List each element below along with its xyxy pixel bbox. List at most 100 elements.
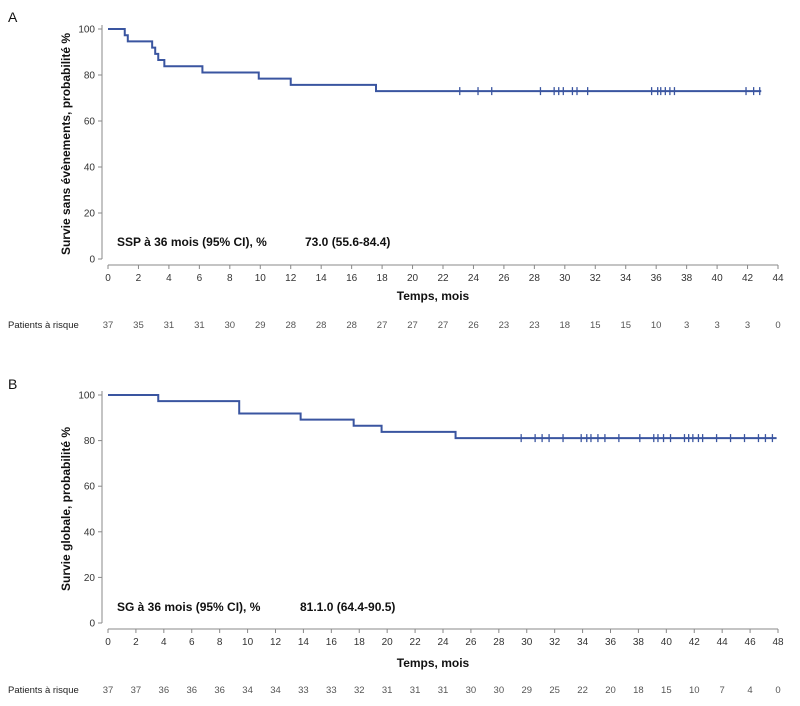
risk-table-value: 7 xyxy=(720,685,725,696)
risk-table-value: 15 xyxy=(590,320,601,331)
x-tick-label: 40 xyxy=(712,273,724,284)
risk-table-value: 27 xyxy=(407,320,418,331)
x-tick-label: 20 xyxy=(407,273,419,284)
x-tick-label: 10 xyxy=(255,273,267,284)
risk-table-value: 36 xyxy=(159,685,170,696)
risk-table-value: 30 xyxy=(225,320,236,331)
x-tick-label: 30 xyxy=(521,637,533,648)
risk-table-value: 0 xyxy=(775,320,780,331)
risk-table-value: 30 xyxy=(494,685,505,696)
x-tick-label: 38 xyxy=(681,273,693,284)
x-tick-label: 24 xyxy=(468,273,480,284)
panel-letter: B xyxy=(8,376,17,392)
x-tick-label: 18 xyxy=(377,273,389,284)
x-tick-label: 16 xyxy=(326,637,338,648)
risk-table-value: 27 xyxy=(377,320,388,331)
x-tick-label: 0 xyxy=(105,273,111,284)
risk-table-value: 3 xyxy=(714,320,719,331)
risk-table-value: 3 xyxy=(684,320,689,331)
y-axis-title: Survie sans évènements, probabilité % xyxy=(59,33,73,255)
risk-table-value: 0 xyxy=(775,685,780,696)
risk-table-label: Patients à risque xyxy=(8,685,79,696)
risk-table-value: 33 xyxy=(298,685,309,696)
risk-table-label: Patients à risque xyxy=(8,320,79,331)
risk-table-value: 3 xyxy=(745,320,750,331)
x-tick-label: 4 xyxy=(161,637,167,648)
risk-table-value: 26 xyxy=(468,320,479,331)
risk-table-value: 37 xyxy=(103,685,114,696)
risk-table-value: 23 xyxy=(529,320,540,331)
x-tick-label: 46 xyxy=(745,637,757,648)
risk-table-value: 31 xyxy=(382,685,393,696)
x-tick-label: 42 xyxy=(742,273,754,284)
risk-table-value: 28 xyxy=(285,320,296,331)
x-tick-label: 28 xyxy=(529,273,541,284)
x-tick-label: 12 xyxy=(270,637,282,648)
x-tick-label: 14 xyxy=(316,273,328,284)
y-tick-label: 20 xyxy=(84,573,96,584)
risk-table-value: 34 xyxy=(270,685,281,696)
x-tick-label: 12 xyxy=(285,273,297,284)
annotation-label: SSP à 36 mois (95% CI), % xyxy=(117,235,267,249)
y-tick-label: 100 xyxy=(78,25,95,36)
risk-table-value: 18 xyxy=(560,320,571,331)
x-tick-label: 10 xyxy=(242,637,254,648)
risk-table-value: 36 xyxy=(186,685,197,696)
x-tick-label: 2 xyxy=(133,637,139,648)
risk-table-value: 29 xyxy=(521,685,532,696)
y-tick-label: 80 xyxy=(84,71,96,82)
risk-table-value: 27 xyxy=(438,320,449,331)
x-tick-label: 30 xyxy=(559,273,571,284)
x-tick-label: 24 xyxy=(437,637,449,648)
x-axis-title: Temps, mois xyxy=(397,289,470,303)
annotation-value: 73.0 (55.6-84.4) xyxy=(305,235,390,249)
risk-table-value: 15 xyxy=(661,685,672,696)
x-tick-label: 0 xyxy=(105,637,111,648)
x-tick-label: 40 xyxy=(661,637,673,648)
x-axis-title: Temps, mois xyxy=(397,656,470,670)
x-tick-label: 2 xyxy=(136,273,142,284)
risk-table-value: 4 xyxy=(747,685,752,696)
x-tick-label: 4 xyxy=(166,273,172,284)
x-tick-label: 48 xyxy=(772,637,784,648)
risk-table-value: 23 xyxy=(499,320,510,331)
y-tick-label: 40 xyxy=(84,527,96,538)
x-tick-label: 28 xyxy=(493,637,505,648)
x-tick-label: 44 xyxy=(717,637,729,648)
risk-table-value: 31 xyxy=(410,685,421,696)
risk-table-value: 22 xyxy=(577,685,588,696)
x-tick-label: 34 xyxy=(577,637,589,648)
x-tick-label: 8 xyxy=(227,273,233,284)
km-curve xyxy=(108,28,762,93)
x-tick-label: 36 xyxy=(651,273,663,284)
risk-table-value: 29 xyxy=(255,320,266,331)
x-tick-label: 18 xyxy=(354,637,366,648)
x-tick-label: 32 xyxy=(590,273,602,284)
x-tick-label: 6 xyxy=(189,637,195,648)
risk-table-value: 20 xyxy=(605,685,616,696)
x-tick-label: 6 xyxy=(197,273,203,284)
risk-table-value: 31 xyxy=(164,320,175,331)
x-tick-label: 42 xyxy=(689,637,701,648)
risk-table-value: 18 xyxy=(633,685,644,696)
risk-table-value: 36 xyxy=(214,685,225,696)
y-tick-label: 20 xyxy=(84,209,96,220)
y-tick-label: 40 xyxy=(84,163,96,174)
km-curve xyxy=(108,394,777,440)
x-tick-label: 8 xyxy=(217,637,223,648)
risk-table-value: 31 xyxy=(438,685,449,696)
x-tick-label: 22 xyxy=(410,637,422,648)
risk-table-value: 10 xyxy=(651,320,662,331)
x-tick-label: 26 xyxy=(498,273,510,284)
risk-table-value: 32 xyxy=(354,685,365,696)
x-tick-label: 20 xyxy=(382,637,394,648)
risk-table-value: 10 xyxy=(689,685,700,696)
y-tick-label: 100 xyxy=(78,391,95,402)
annotation-label: SG à 36 mois (95% CI), % xyxy=(117,600,261,614)
x-tick-label: 32 xyxy=(549,637,561,648)
risk-table-value: 34 xyxy=(242,685,253,696)
panel-letter: A xyxy=(8,9,18,25)
